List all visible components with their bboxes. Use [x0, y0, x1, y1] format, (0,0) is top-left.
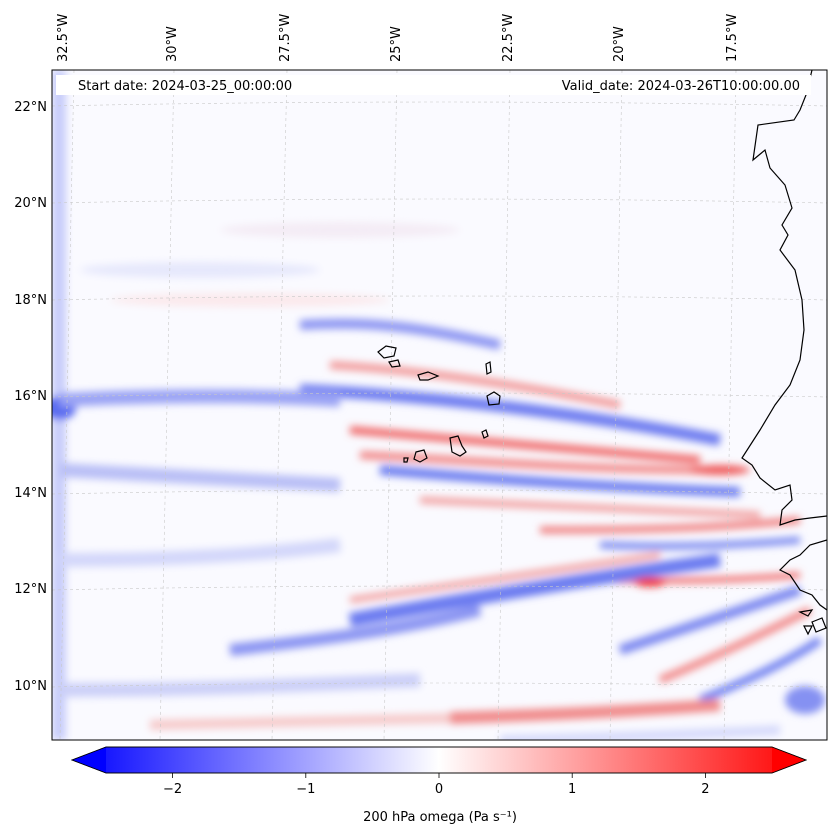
lon-label: 25°W: [389, 26, 404, 62]
graticule: [52, 70, 827, 740]
start-date-label: Start date: 2024-03-25_00:00:00: [78, 79, 292, 94]
colorbar-tick-label: 2: [701, 782, 709, 797]
lat-label: 18°N: [14, 293, 47, 308]
colorbar-ticks: −2 −1 0 1 2: [163, 773, 710, 797]
island-sal: [485, 361, 492, 375]
island-santiago: [449, 435, 467, 457]
island-santo-antao: [377, 345, 397, 359]
lon-label: 30°W: [165, 26, 180, 62]
island-brava: [403, 457, 409, 463]
colorbar-min-extend: [72, 747, 106, 773]
island-boa-vista: [486, 391, 501, 406]
lon-label: 27.5°W: [278, 14, 293, 62]
colorbar-tick-label: 0: [435, 782, 443, 797]
omega-field: [52, 70, 825, 740]
lat-labels: 22°N 20°N 18°N 16°N 14°N 12°N 10°N: [14, 100, 47, 694]
lon-labels: 32.5°W 30°W 27.5°W 25°W 22.5°W 20°W 17.5…: [56, 14, 740, 62]
coast-south: [778, 539, 827, 611]
colorbar-max-extend: [772, 747, 806, 773]
bijagos-islands: [798, 609, 827, 636]
valid-date-label: Valid_date: 2024-03-26T10:00:00.00: [562, 79, 800, 94]
lat-label: 20°N: [14, 196, 47, 211]
colorbar-tick-label: −2: [163, 782, 182, 797]
colorbar: −2 −1 0 1 2 200 hPa omega (Pa s⁻¹): [70, 746, 808, 825]
lat-label: 10°N: [14, 679, 47, 694]
colorbar-label: 200 hPa omega (Pa s⁻¹): [363, 810, 517, 825]
lon-label: 32.5°W: [56, 14, 71, 62]
island-fogo: [413, 449, 428, 463]
colorbar-body: [70, 746, 808, 774]
map-panel: [52, 70, 827, 740]
colorbar-tick-label: 1: [568, 782, 576, 797]
lat-label: 14°N: [14, 486, 47, 501]
coastlines: [377, 70, 827, 636]
island-sao-vicente: [388, 359, 401, 368]
africa-coast: [741, 70, 827, 526]
lat-label: 22°N: [14, 100, 47, 115]
map-frame: [51, 69, 828, 741]
lat-label: 16°N: [14, 389, 47, 404]
island-sao-nicolau: [417, 371, 440, 381]
lon-label: 22.5°W: [501, 14, 516, 62]
lon-label: 20°W: [612, 26, 627, 62]
island-maio: [481, 429, 489, 439]
date-header-bg: [56, 75, 811, 95]
lon-label: 17.5°W: [725, 14, 740, 62]
colorbar-tick-label: −1: [296, 782, 315, 797]
lat-label: 12°N: [14, 582, 47, 597]
